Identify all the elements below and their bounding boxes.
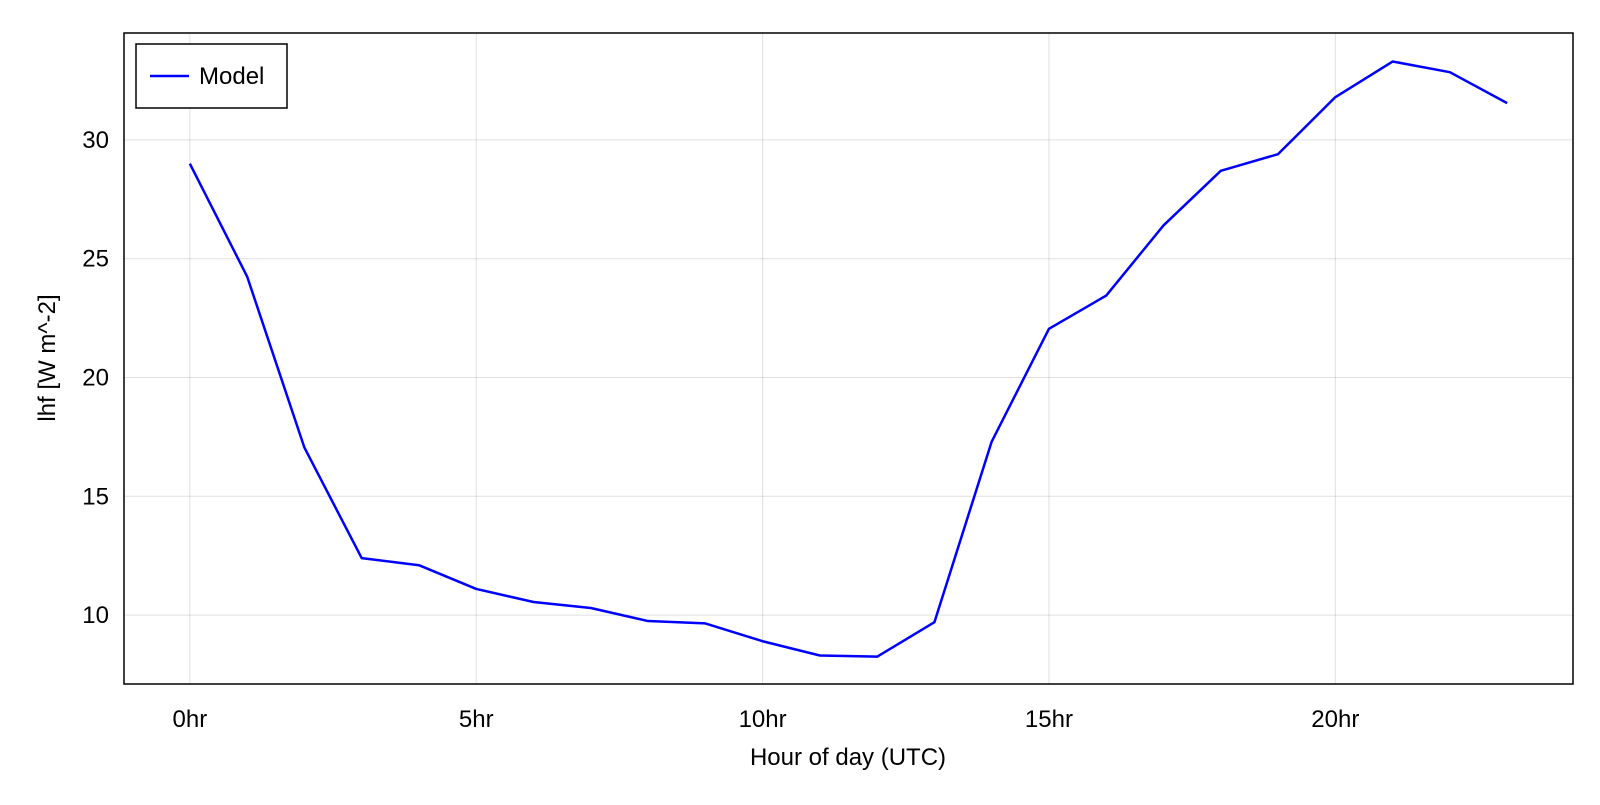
y-tick-label: 30 [82,127,109,154]
y-tick-label: 20 [82,365,109,392]
y-tick-label: 15 [82,483,109,510]
legend-label-model: Model [199,63,264,90]
x-tick-label: 10hr [739,706,787,733]
plot-frame [124,33,1573,684]
series-line-model [190,62,1507,657]
y-tick-label: 25 [82,246,109,273]
x-tick-label: 5hr [459,706,494,733]
x-axis-ticks: 0hr 5hr 10hr 15hr 20hr [173,706,1360,733]
y-axis-title: lhf [W m^-2] [34,294,61,421]
x-axis-title: Hour of day (UTC) [750,744,946,771]
y-axis-ticks: 10 15 20 25 30 [82,127,109,629]
legend: Model [136,44,287,108]
x-tick-label: 15hr [1025,706,1073,733]
series-layer [190,62,1507,657]
y-tick-label: 10 [82,602,109,629]
grid-layer [124,33,1573,684]
x-tick-label: 0hr [173,706,208,733]
x-tick-label: 20hr [1311,706,1359,733]
